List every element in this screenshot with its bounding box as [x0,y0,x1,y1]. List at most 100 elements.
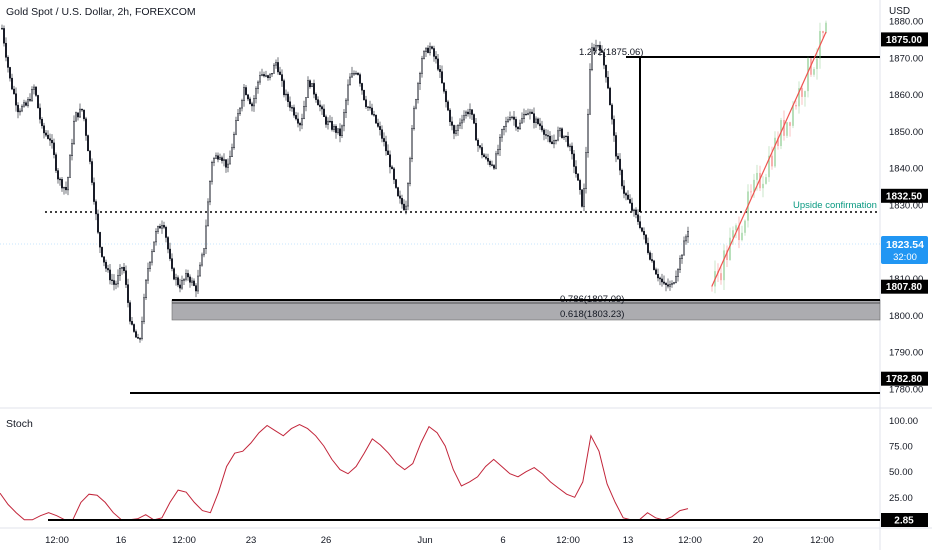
time-tick-label: 12:00 [45,535,69,546]
candle-body [349,76,351,86]
candle-body [241,100,243,109]
candle-body [687,231,689,238]
candle-body [397,187,399,197]
candle-body [399,195,401,199]
candle-body [597,45,599,47]
candle-body [215,155,217,159]
candle-body [365,99,367,107]
candle-body [183,278,185,281]
candle-body [485,156,487,159]
candle-body [377,122,379,127]
candle-body [523,113,525,119]
candle-body [533,113,535,123]
projection-body [822,31,824,33]
candle-body [257,81,259,89]
candle-body [369,106,371,109]
projection-body [756,172,758,180]
candle-body [557,130,559,141]
candle-body [625,193,627,196]
candle-body [199,264,201,277]
projection-body [792,105,794,126]
candle-body [405,205,407,211]
candle-body [527,112,529,115]
price-tag-label: 1807.80 [886,282,923,293]
candle-body [561,128,563,138]
stoch-tick-label: 75.00 [889,442,913,453]
candle-body [537,118,539,124]
candle-body [421,58,423,74]
candle-body [441,71,443,84]
candle-body [233,133,235,148]
candle-body [185,273,187,280]
candle-body [643,231,645,236]
candle-body [141,321,143,339]
projection-body [741,232,743,241]
candle-body [55,154,57,171]
candle-body [659,277,661,280]
candle-body [425,47,427,52]
candle-body [51,139,53,144]
projection-line [711,31,827,287]
candle-body [153,241,155,252]
price-tick-label: 1850.00 [889,127,923,138]
candle-body [19,110,21,113]
candle-body [501,129,503,138]
stoch-level-value: 2.85 [894,516,914,527]
candle-body [297,118,299,124]
candle-body [635,209,637,215]
candle-body [543,129,545,135]
last-price-value: 1823.54 [886,239,924,251]
candle-body [657,274,659,279]
candle-body [47,134,49,139]
candle-body [313,83,315,95]
candle-body [107,268,109,271]
candle-body [303,106,305,119]
candle-body [603,52,605,66]
time-tick-label: 12:00 [556,535,580,546]
candle-body [109,269,111,281]
candle-body [455,130,457,134]
time-tick-label: Jun [417,535,432,546]
candle-body [79,108,81,118]
candle-body [99,232,101,248]
candle-body [487,158,489,162]
candle-body [249,98,251,105]
candle-body [231,147,233,157]
candle-body [555,139,557,142]
candle-body [571,145,573,155]
candle-body [209,180,211,203]
candle-body [247,94,249,100]
candle-body [335,126,337,133]
candle-body [147,268,149,281]
candle-body [497,149,499,155]
candle-body [91,161,93,183]
candle-body [43,125,45,134]
candle-body [357,72,359,75]
candle-body [529,111,531,114]
price-axis: 1880.00 1870.00 1860.00 1850.00 1840.00 1830.… [889,17,923,396]
candle-body [483,154,485,158]
candle-body [577,173,579,181]
stoch-tick-label: 100.00 [889,416,918,427]
candle-body [27,99,29,106]
candles [1,24,689,343]
candle-body [175,277,177,280]
candle-body [479,145,481,148]
candle-body [677,269,679,277]
candle-body [67,177,69,191]
candle-body [49,138,51,141]
candle-body [31,89,33,101]
price-tick-label: 1870.00 [889,53,923,64]
price-tags: 1875.00 1832.50 1807.80 1782.80 [881,32,928,386]
candle-body [25,102,27,106]
candle-body [143,297,145,322]
candle-body [559,128,561,132]
candle-body [291,107,293,109]
candle-body [255,88,257,99]
candle-body [415,99,417,109]
candle-body [521,118,523,124]
price-tag-bg [881,188,928,203]
candle-body [281,74,283,81]
